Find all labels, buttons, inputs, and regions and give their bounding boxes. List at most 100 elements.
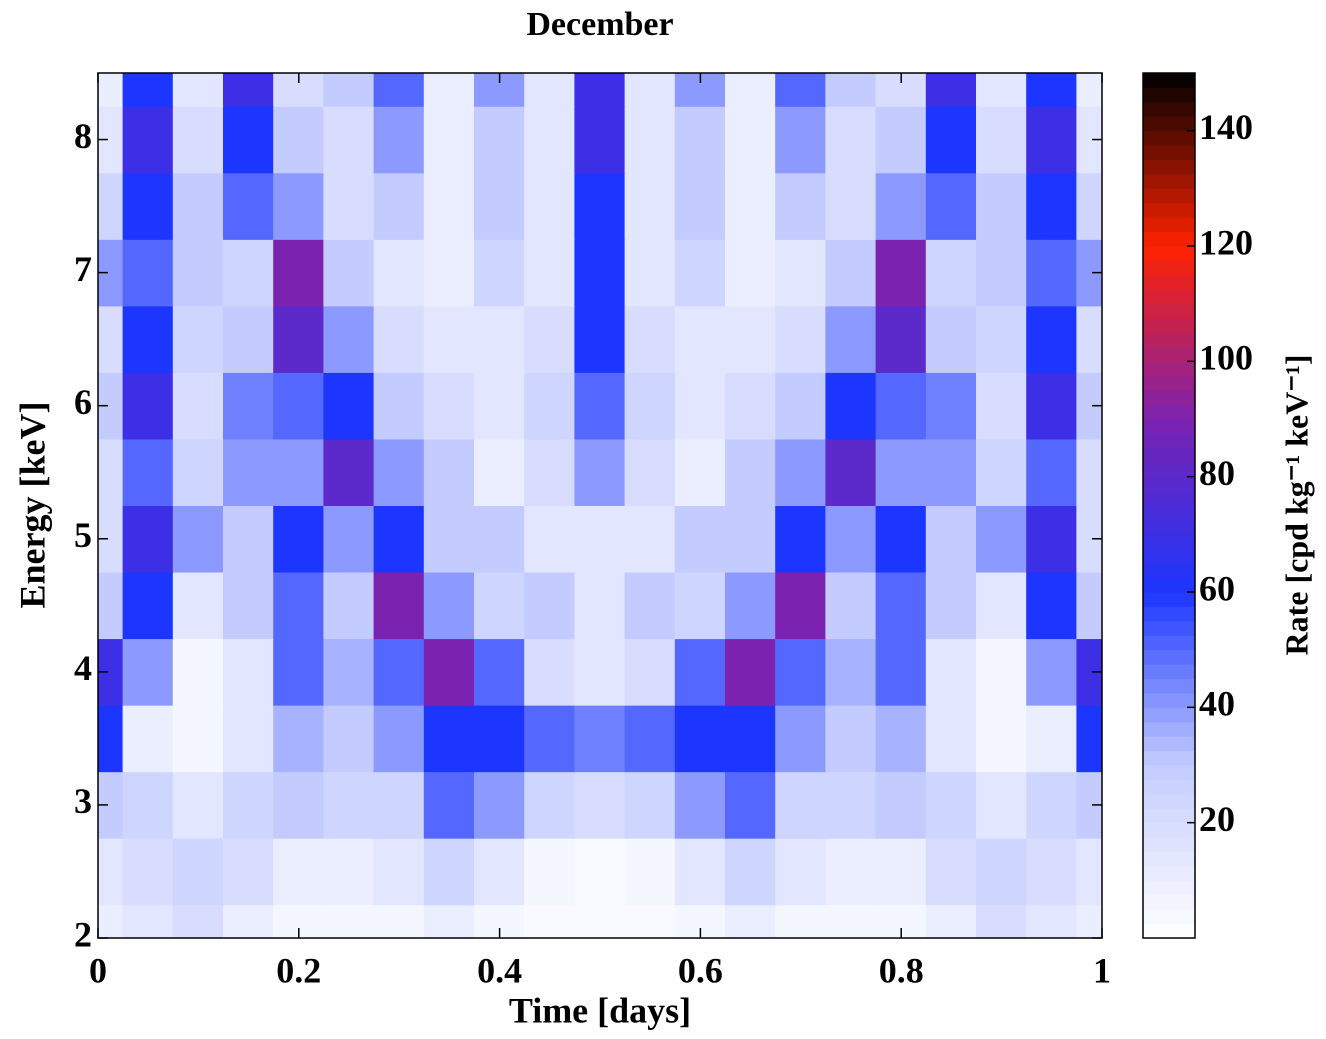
heatmap-cell	[373, 505, 425, 573]
heatmap-cell	[122, 571, 174, 640]
heatmap-cell	[423, 505, 475, 573]
heatmap-cell	[423, 771, 475, 839]
heatmap-cell	[976, 837, 1028, 906]
heatmap-cell	[825, 571, 877, 640]
heatmap-cell	[825, 238, 877, 307]
x-tick-label: 1	[1093, 950, 1111, 990]
heatmap-cell	[775, 571, 827, 640]
heatmap-cell	[1026, 505, 1078, 573]
heatmap-cell	[925, 73, 977, 107]
heatmap-cell	[172, 571, 224, 640]
heatmap-cell	[574, 172, 626, 240]
heatmap-cell	[98, 704, 124, 773]
heatmap-cell	[524, 438, 576, 506]
heatmap-cell	[674, 438, 726, 506]
heatmap-cell	[925, 771, 977, 839]
heatmap-cell	[925, 704, 977, 773]
heatmap-cell	[524, 371, 576, 440]
heatmap-cell	[273, 305, 325, 373]
heatmap-cell	[98, 305, 124, 373]
colorbar-step	[1143, 115, 1195, 132]
chart-title: December	[526, 6, 673, 43]
colorbar-step	[1143, 303, 1195, 319]
colorbar-step	[1143, 346, 1195, 362]
heatmap-cell	[373, 704, 425, 773]
heatmap-cell	[172, 305, 224, 373]
heatmap-cell	[825, 172, 877, 240]
heatmap-cell	[875, 305, 927, 373]
heatmap-cell	[875, 105, 927, 174]
colorbar-step	[1143, 476, 1195, 492]
heatmap-cell	[474, 438, 526, 506]
heatmap-cell	[825, 105, 877, 174]
heatmap-cell	[122, 904, 174, 938]
colorbar-step	[1143, 274, 1195, 290]
heatmap-cell	[674, 238, 726, 307]
heatmap-cell	[825, 638, 877, 706]
colorbar-step	[1143, 360, 1195, 377]
heatmap-cell	[474, 305, 526, 373]
colorbar-step	[1143, 461, 1195, 478]
heatmap-cell	[875, 505, 927, 573]
heatmap-cell	[323, 438, 375, 506]
x-tick-label: 0	[89, 950, 107, 990]
heatmap-cell	[474, 837, 526, 906]
heatmap-cell	[925, 371, 977, 440]
heatmap-cell	[925, 571, 977, 640]
heatmap-cell	[1026, 438, 1078, 506]
heatmap-cell	[574, 438, 626, 506]
heatmap-cell	[825, 73, 877, 107]
heatmap-cell	[524, 305, 576, 373]
heatmap-cell	[825, 704, 877, 773]
colorbar-tick-label: 140	[1199, 107, 1253, 147]
heatmap-cell	[122, 438, 174, 506]
heatmap-cell	[423, 638, 475, 706]
colorbar-step	[1143, 519, 1195, 535]
heatmap-cell	[976, 771, 1028, 839]
heatmap-cell	[1026, 238, 1078, 307]
heatmap-cell	[373, 172, 425, 240]
colorbar-step	[1143, 678, 1195, 694]
heatmap-cell	[172, 837, 224, 906]
heatmap-cell	[273, 238, 325, 307]
heatmap-cell	[373, 837, 425, 906]
heatmap-cell	[875, 571, 927, 640]
heatmap-cell	[172, 771, 224, 839]
heatmap-cell	[223, 904, 275, 938]
heatmap-cell	[674, 105, 726, 174]
heatmap-cell	[122, 837, 174, 906]
heatmap-cell	[725, 904, 777, 938]
x-axis-label: Time [days]	[509, 990, 691, 1030]
heatmap-cell	[674, 837, 726, 906]
colorbar-step	[1143, 923, 1195, 939]
heatmap-cell	[1076, 438, 1102, 506]
colorbar-step	[1143, 620, 1195, 636]
colorbar-step	[1143, 879, 1195, 896]
colorbar-step	[1143, 432, 1195, 449]
heatmap-cell	[574, 305, 626, 373]
heatmap-cell	[574, 73, 626, 107]
colorbar-step	[1143, 202, 1195, 218]
heatmap-cell	[122, 172, 174, 240]
heatmap-cell	[273, 105, 325, 174]
heatmap-cell	[624, 638, 676, 706]
heatmap-cell	[172, 904, 224, 938]
heatmap-cell	[122, 505, 174, 573]
heatmap-cell	[122, 771, 174, 839]
heatmap-cell	[172, 505, 224, 573]
heatmap-cell	[976, 904, 1028, 938]
heatmap-cell	[98, 571, 124, 640]
heatmap-cell	[574, 837, 626, 906]
x-tick-label: 0.8	[879, 950, 924, 990]
heatmap-cell	[524, 771, 576, 839]
heatmap-cell	[223, 238, 275, 307]
heatmap-cell	[725, 704, 777, 773]
heatmap-cell	[223, 305, 275, 373]
heatmap-cell	[273, 438, 325, 506]
colorbar-step	[1143, 288, 1195, 305]
heatmap-cell	[423, 837, 475, 906]
heatmap-cell	[223, 438, 275, 506]
heatmap-cell	[775, 172, 827, 240]
heatmap-cell	[373, 904, 425, 938]
heatmap-cell	[875, 238, 927, 307]
